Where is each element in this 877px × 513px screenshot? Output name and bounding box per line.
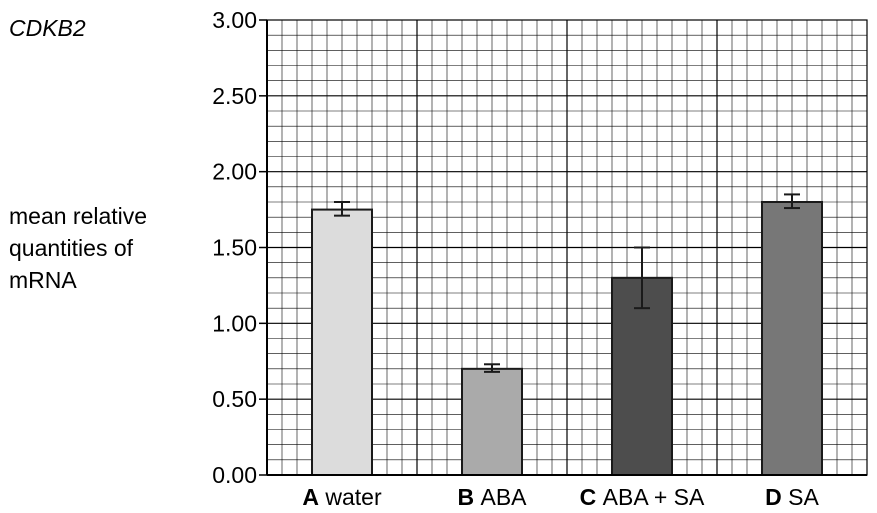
error-bars <box>334 193 800 373</box>
category-letter: D <box>765 484 782 510</box>
y-tick-label: 2.00 <box>212 159 257 185</box>
bar-a <box>311 208 373 476</box>
category-name: ABA <box>474 484 527 510</box>
gene-label: CDKB2 <box>9 15 86 41</box>
bars <box>311 201 823 477</box>
x-category-label-c: C ABA + SA <box>580 484 705 510</box>
y-tick-label: 0.50 <box>212 386 257 412</box>
bar-b <box>461 367 523 477</box>
bar-c <box>611 276 673 477</box>
category-name: ABA + SA <box>596 484 705 510</box>
y-tick-labels: 0.00 0.50 1.00 1.50 2.00 2.50 3.00 <box>212 7 267 488</box>
y-tick-label: 1.50 <box>212 235 257 261</box>
y-axis-label-line-2: quantities of <box>9 235 134 261</box>
x-category-labels: A water B ABA C ABA + SA D SA <box>302 484 819 510</box>
category-letter: C <box>580 484 597 510</box>
category-letter: A <box>302 484 319 510</box>
category-name: water <box>319 484 382 510</box>
x-category-label-d: D SA <box>765 484 819 510</box>
y-tick-label: 1.00 <box>212 310 257 336</box>
y-axis-label-line-1: mean relative <box>9 203 148 229</box>
y-tick-label: 2.50 <box>212 83 257 109</box>
y-axis-label: mean relative quantities of mRNA <box>9 200 147 296</box>
x-category-label-b: B ABA <box>457 484 527 510</box>
y-tick-label: 0.00 <box>212 462 257 488</box>
category-name: SA <box>782 484 820 510</box>
x-category-label-a: A water <box>302 484 382 510</box>
category-letter: B <box>457 484 474 510</box>
bar-d <box>761 201 823 476</box>
y-axis-label-line-3: mRNA <box>9 267 77 293</box>
y-tick-label: 3.00 <box>212 7 257 33</box>
